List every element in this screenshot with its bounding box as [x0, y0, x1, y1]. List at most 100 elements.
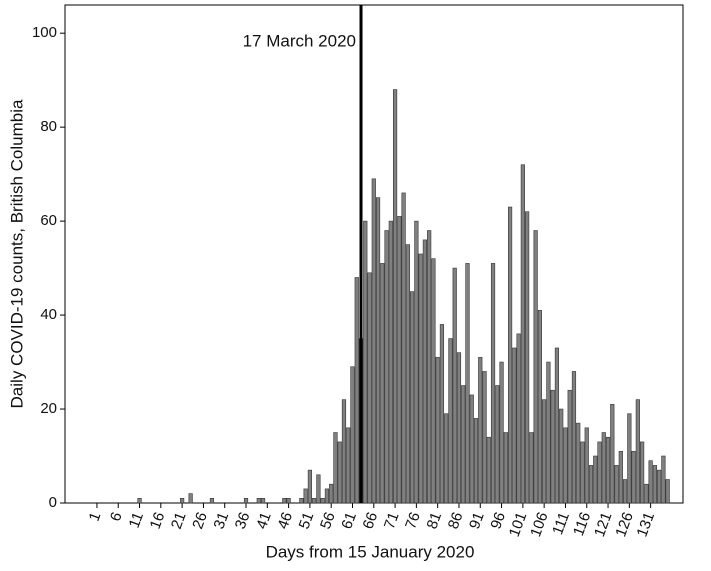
bar	[337, 441, 342, 504]
bar	[563, 427, 568, 504]
bar	[180, 498, 185, 504]
bar	[299, 498, 304, 504]
bar	[405, 244, 410, 504]
bar	[601, 432, 606, 504]
bar	[499, 361, 504, 504]
bar	[567, 389, 572, 504]
x-tick-label: 26	[189, 510, 211, 531]
x-tick-label: 1	[86, 510, 105, 524]
bar	[324, 488, 330, 504]
bar	[388, 220, 393, 504]
bar	[341, 399, 347, 504]
bar	[516, 333, 521, 504]
x-tick-label: 76	[402, 510, 424, 531]
y-axis-label: Daily COVID-19 counts, British Columbia	[7, 99, 26, 408]
bar	[260, 498, 266, 504]
bar	[580, 441, 585, 504]
bar	[571, 371, 577, 504]
bar	[188, 493, 193, 504]
bar	[312, 498, 317, 504]
bar	[482, 371, 487, 504]
bar	[397, 216, 402, 504]
bar	[503, 432, 508, 504]
bar	[414, 220, 419, 504]
bar	[537, 310, 542, 504]
x-tick-label: 16	[147, 510, 169, 531]
bar	[652, 465, 657, 504]
bar	[137, 498, 142, 504]
bar	[554, 347, 560, 504]
bar	[486, 436, 491, 504]
bar	[507, 206, 513, 504]
x-tick-label: 11	[126, 510, 147, 530]
x-tick-label: 81	[423, 510, 445, 531]
bar	[444, 413, 449, 504]
x-tick-label: 126	[612, 510, 637, 539]
x-tick-label: 66	[360, 510, 382, 531]
bar	[627, 413, 632, 504]
x-tick-label: 6	[107, 510, 126, 524]
bar	[256, 498, 261, 504]
bar	[392, 89, 398, 504]
bar	[422, 239, 427, 504]
y-tick-label: 20	[40, 400, 57, 417]
bar	[435, 357, 440, 504]
x-axis-label: Days from 15 January 2020	[266, 542, 475, 561]
y-tick-label: 60	[40, 212, 57, 229]
bar	[380, 263, 385, 504]
bar	[661, 455, 666, 504]
bar	[375, 197, 381, 504]
bar	[631, 451, 636, 504]
bar	[329, 483, 334, 504]
bar	[614, 465, 619, 504]
bar	[533, 230, 538, 504]
bar	[363, 220, 368, 504]
bar	[371, 178, 376, 504]
x-tick-label: 56	[317, 510, 339, 531]
x-tick-label: 21	[168, 510, 190, 531]
bar	[439, 324, 445, 504]
x-tick-label: 31	[211, 510, 233, 531]
bar	[350, 366, 355, 504]
bar	[448, 338, 453, 504]
bar	[469, 394, 474, 504]
bar	[282, 498, 287, 504]
bar	[588, 465, 594, 504]
x-tick-label: 86	[445, 510, 467, 531]
bar	[657, 469, 662, 504]
bar	[478, 357, 483, 504]
y-tick-label: 80	[40, 118, 57, 135]
bar	[640, 441, 645, 504]
bar	[401, 192, 406, 504]
x-tick-label: 111	[549, 510, 573, 537]
bar	[333, 432, 338, 504]
bar	[576, 422, 581, 504]
bar	[622, 479, 628, 504]
bar	[384, 230, 389, 504]
annotation-label: 17 March 2020	[243, 31, 356, 50]
x-tick-label: 131	[634, 510, 659, 539]
bar	[307, 469, 312, 504]
bar	[303, 488, 308, 504]
bar	[512, 347, 517, 504]
x-tick-label: 71	[381, 510, 403, 531]
bar	[542, 399, 547, 504]
bar	[648, 460, 653, 504]
bar	[644, 483, 649, 504]
bar	[427, 230, 432, 504]
bar	[593, 455, 598, 504]
bar	[610, 404, 615, 504]
x-tick-label: 41	[253, 510, 275, 531]
x-tick-label: 91	[466, 510, 488, 531]
bar	[618, 451, 623, 504]
bar	[456, 352, 462, 504]
y-tick-label: 0	[49, 494, 57, 511]
bar	[286, 498, 291, 504]
bar	[320, 498, 325, 504]
bar	[316, 474, 321, 504]
x-tick-label: 51	[296, 510, 318, 531]
x-tick-label: 101	[506, 510, 531, 539]
bar	[410, 291, 415, 504]
x-tick-label: 46	[274, 510, 296, 531]
